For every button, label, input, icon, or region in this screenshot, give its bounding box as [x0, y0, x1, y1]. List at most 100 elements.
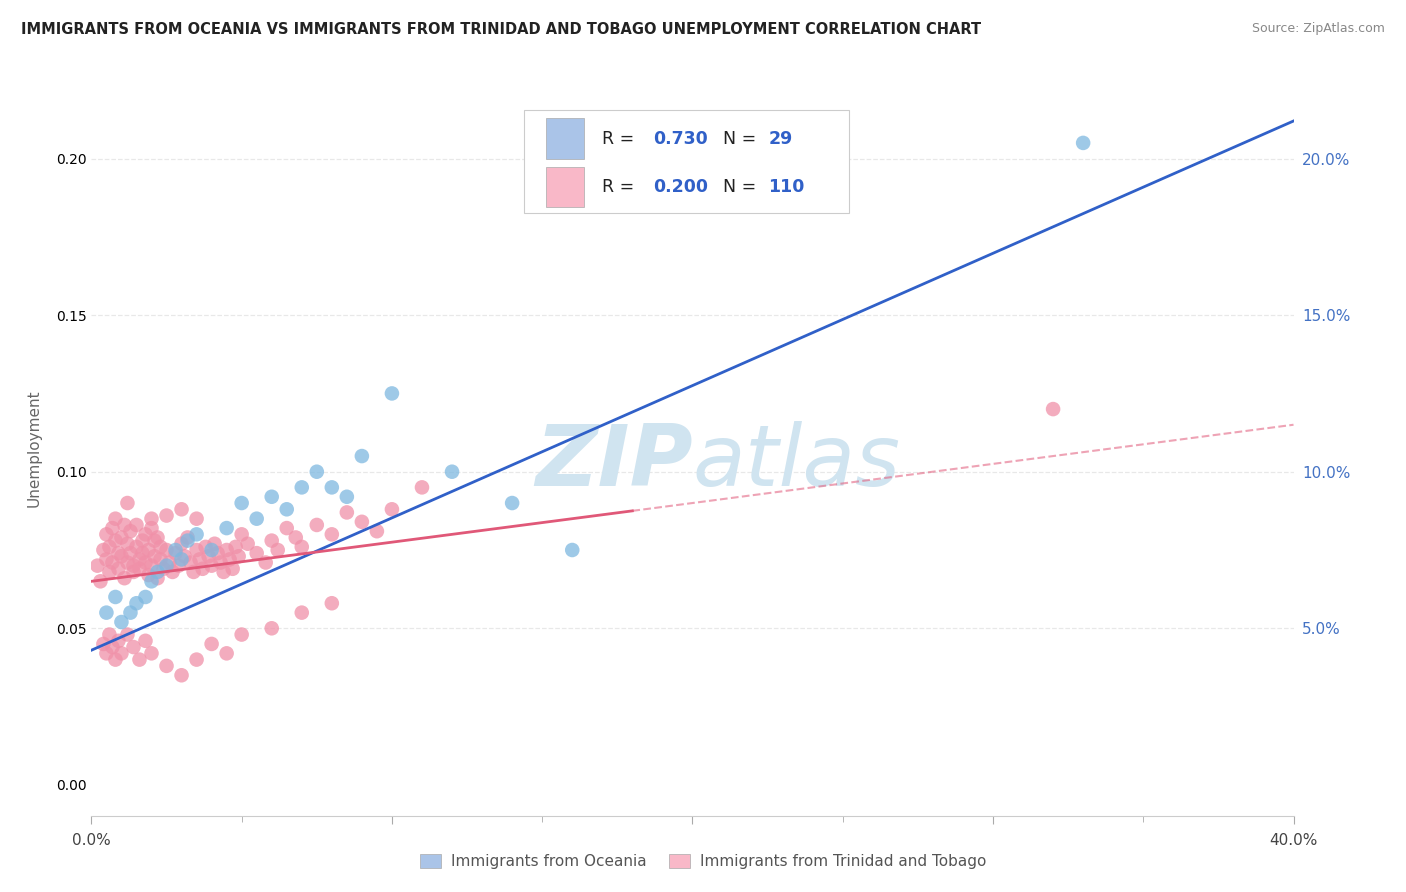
Point	[186, 527, 208, 541]
FancyBboxPatch shape	[546, 119, 585, 159]
Point	[209, 556, 232, 570]
Point	[215, 543, 238, 558]
Point	[162, 565, 184, 579]
Point	[155, 658, 177, 673]
Point	[143, 549, 166, 564]
Point	[221, 562, 243, 576]
Point	[183, 565, 205, 579]
Point	[122, 558, 145, 573]
Point	[128, 562, 150, 576]
Point	[170, 502, 193, 516]
Point	[336, 490, 359, 504]
Legend: Immigrants from Oceania, Immigrants from Trinidad and Tobago: Immigrants from Oceania, Immigrants from…	[413, 847, 993, 875]
Point	[117, 556, 139, 570]
Point	[321, 596, 343, 610]
Point	[381, 386, 404, 401]
Point	[110, 615, 132, 629]
Point	[146, 531, 169, 545]
Point	[104, 652, 127, 666]
Point	[86, 558, 108, 573]
Point	[149, 552, 172, 566]
Point	[215, 521, 238, 535]
Point	[98, 627, 121, 641]
Point	[96, 606, 118, 620]
Point	[165, 543, 187, 558]
Point	[260, 621, 283, 635]
Point	[246, 546, 269, 560]
Point	[146, 565, 169, 579]
Point	[141, 521, 163, 535]
Point	[1071, 136, 1094, 150]
Point	[107, 546, 129, 560]
Point	[212, 565, 235, 579]
Point	[411, 480, 433, 494]
Point	[125, 540, 148, 554]
Point	[155, 508, 177, 523]
Point	[561, 543, 583, 558]
Point	[141, 511, 163, 525]
Point	[165, 546, 187, 560]
Point	[128, 552, 150, 566]
Point	[366, 524, 388, 539]
Point	[228, 549, 250, 564]
Point	[104, 533, 127, 548]
Point	[260, 533, 283, 548]
Point	[110, 646, 132, 660]
Point	[167, 558, 190, 573]
Point	[93, 543, 115, 558]
Point	[107, 633, 129, 648]
Point	[131, 533, 153, 548]
Point	[110, 531, 132, 545]
Point	[173, 549, 195, 564]
Point	[155, 543, 177, 558]
Point	[236, 537, 259, 551]
Point	[128, 652, 150, 666]
Point	[101, 640, 124, 654]
Text: ZIP: ZIP	[534, 421, 692, 505]
Point	[215, 646, 238, 660]
Point	[89, 574, 111, 589]
Point	[350, 515, 373, 529]
Point	[291, 540, 314, 554]
Point	[122, 640, 145, 654]
Point	[98, 565, 121, 579]
Point	[254, 556, 277, 570]
Point	[186, 652, 208, 666]
Point	[143, 533, 166, 548]
Point	[149, 540, 172, 554]
Point	[114, 571, 136, 585]
Point	[197, 549, 219, 564]
Point	[501, 496, 523, 510]
Point	[194, 540, 217, 554]
Point	[276, 521, 298, 535]
Point	[155, 558, 177, 573]
Text: N =: N =	[723, 129, 756, 147]
Point	[96, 646, 118, 660]
Point	[93, 637, 115, 651]
Point	[170, 552, 193, 566]
Point	[131, 546, 153, 560]
Text: N =: N =	[723, 178, 756, 196]
Point	[122, 565, 145, 579]
Point	[350, 449, 373, 463]
Point	[120, 546, 142, 560]
Point	[321, 527, 343, 541]
Point	[138, 568, 160, 582]
Point	[117, 627, 139, 641]
Point	[96, 552, 118, 566]
Point	[125, 596, 148, 610]
Point	[207, 546, 229, 560]
Point	[246, 511, 269, 525]
Point	[141, 574, 163, 589]
Text: R =: R =	[602, 129, 634, 147]
Point	[305, 518, 328, 533]
Point	[134, 633, 156, 648]
Point	[276, 502, 298, 516]
Text: 0.200: 0.200	[652, 178, 707, 196]
Point	[204, 537, 226, 551]
Point	[134, 556, 156, 570]
Point	[201, 637, 224, 651]
Point	[201, 543, 224, 558]
Point	[107, 562, 129, 576]
FancyBboxPatch shape	[546, 167, 585, 207]
